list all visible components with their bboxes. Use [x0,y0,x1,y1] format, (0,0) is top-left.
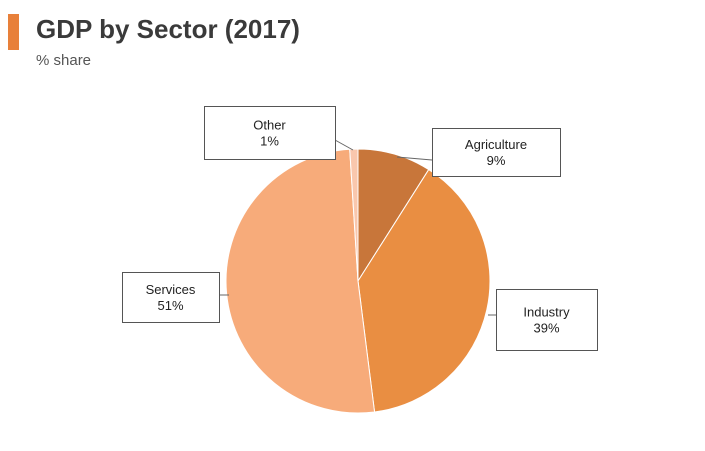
slice-label: Agriculture [465,137,527,152]
pie-slice-industry [357,168,491,413]
slice-label: Other [253,118,286,133]
callout-box [496,289,598,351]
chart-subtitle: % share [36,52,92,69]
slice-value-label: 9% [487,153,506,168]
callout-box [122,272,220,323]
callout-leader-line [396,156,433,161]
slice-value-label: 39% [533,321,559,336]
callout-box [204,106,336,160]
callout-box [432,128,561,177]
slice-value-label: 51% [157,298,183,313]
callout-leader-line [334,139,354,151]
chart-title: GDP by Sector (2017) [36,14,300,44]
slice-value-label: 1% [260,134,279,149]
slice-label: Services [146,282,196,297]
title-accent-bar [8,14,19,50]
pie-slice-other [349,148,359,282]
pie-slice-services [225,148,376,414]
slice-label: Industry [523,305,570,320]
